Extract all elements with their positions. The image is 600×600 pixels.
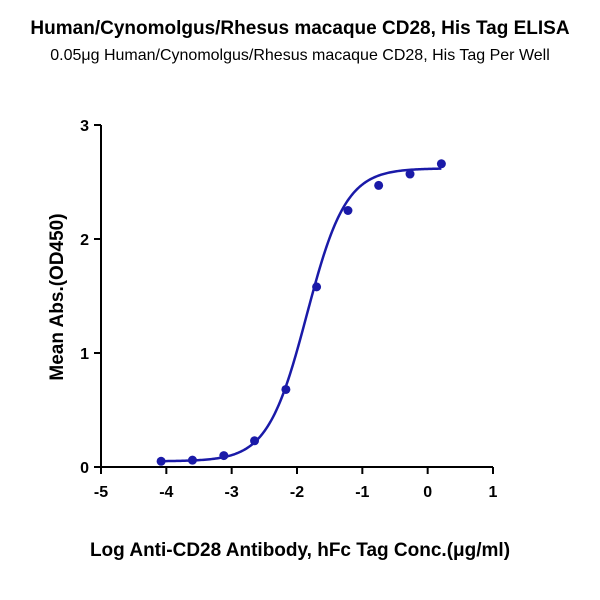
x-tick-label: -5: [94, 484, 108, 501]
data-point: [343, 206, 353, 215]
data-point: [156, 456, 166, 466]
data-point: [219, 451, 229, 461]
x-tick-label: -2: [290, 484, 304, 501]
data-point: [374, 180, 384, 190]
y-tick-label: 0: [80, 460, 89, 477]
x-tick-label: -3: [225, 484, 239, 501]
fit-curve: [161, 167, 442, 463]
x-tick-label: -4: [159, 484, 173, 501]
chart-subtitle: 0.05μg Human/Cynomolgus/Rhesus macaque C…: [50, 47, 550, 64]
x-tick-label: -1: [355, 484, 369, 501]
data-point: [187, 455, 197, 465]
data-point: [281, 384, 291, 394]
chart-title: Human/Cynomolgus/Rhesus macaque CD28, Hi…: [30, 18, 570, 39]
data-point: [436, 159, 446, 169]
x-tick-label: 1: [489, 484, 498, 501]
data-point: [312, 282, 322, 292]
y-tick-label: 2: [80, 232, 89, 249]
y-tick-label: 1: [80, 346, 89, 363]
y-tick-label: 3: [80, 118, 89, 135]
x-axis-label: Log Anti-CD28 Antibody, hFc Tag Conc.(μg…: [89, 540, 511, 561]
x-tick-label: 0: [423, 484, 432, 501]
data-point: [250, 436, 260, 446]
data-point: [405, 169, 415, 179]
